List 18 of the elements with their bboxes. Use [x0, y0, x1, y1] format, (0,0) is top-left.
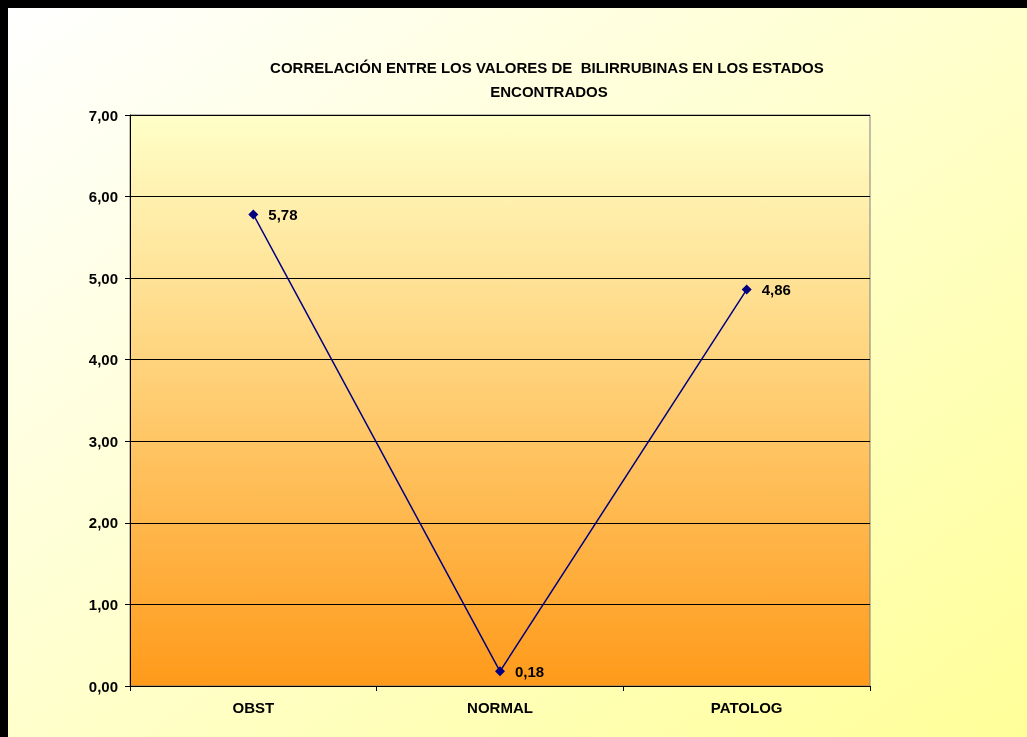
chart-title: CORRELACIÓN ENTRE LOS VALORES DE BILIRRUBINAS EN LOS ESTADOS ENCONTRADOS — [270, 58, 828, 100]
data-label: 0,18 — [515, 662, 545, 680]
y-tick-label: 4,00 — [88, 351, 118, 369]
point — [495, 666, 505, 677]
y-tick-label: 5,00 — [88, 269, 118, 287]
data-label: 5,78 — [268, 206, 298, 224]
point — [741, 284, 752, 295]
x-tick-label: NORMAL — [467, 699, 533, 716]
x-tick-label: PATOLOG — [710, 699, 783, 716]
data-label: 4,86 — [761, 281, 791, 299]
y-tick-label: 6,00 — [88, 188, 118, 206]
y-tick-label: 7,00 — [88, 106, 118, 124]
point — [248, 209, 259, 220]
x-tick-label: OBST — [232, 699, 275, 716]
y-tick-label: 2,00 — [88, 514, 118, 532]
y-tick-label: 0,00 — [88, 677, 118, 695]
y-tick-label: 3,00 — [88, 432, 118, 450]
y-tick-label: 1,00 — [88, 595, 118, 613]
